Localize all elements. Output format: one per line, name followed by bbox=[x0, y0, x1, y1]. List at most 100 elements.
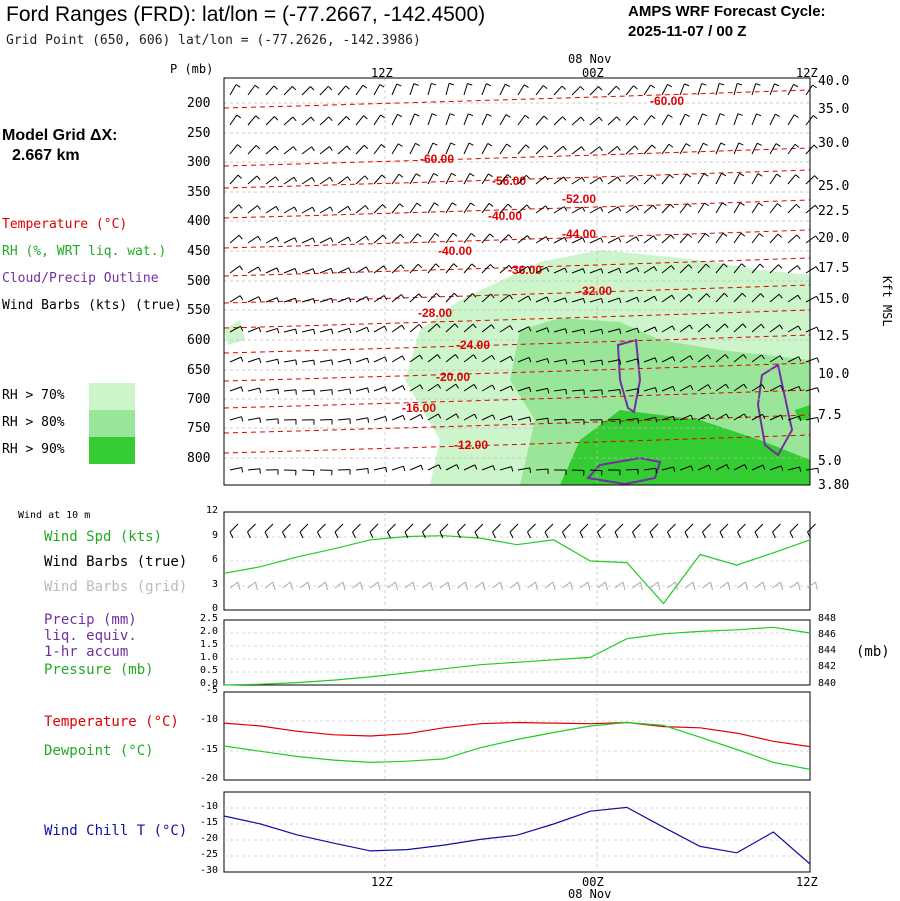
wind-barb bbox=[500, 144, 511, 154]
wind-barb-10m bbox=[510, 524, 518, 538]
wind-barb bbox=[410, 84, 419, 95]
wind-barb bbox=[284, 177, 297, 184]
wind-barb-10m bbox=[318, 524, 326, 538]
wind-barb bbox=[716, 114, 725, 125]
y-tick-label: 2.5 bbox=[200, 613, 218, 624]
y-tick-label: -30 bbox=[200, 865, 218, 876]
wind-barb bbox=[464, 203, 475, 213]
wind-barb bbox=[410, 114, 419, 125]
wind-barb-10m bbox=[545, 524, 553, 538]
wind-barb bbox=[626, 146, 638, 154]
pressure-tick-label: 750 bbox=[187, 421, 210, 436]
wind-barb bbox=[392, 265, 404, 273]
wind-barb bbox=[266, 237, 279, 243]
wind-barb bbox=[536, 116, 548, 125]
wind-barb bbox=[392, 415, 405, 420]
wind-barb bbox=[626, 176, 638, 184]
y-tick-label: 0.5 bbox=[200, 665, 218, 676]
wind-barb bbox=[284, 390, 296, 395]
height-tick-label: 3.80 bbox=[818, 478, 849, 493]
wind-barb bbox=[302, 147, 314, 154]
wind-barb bbox=[716, 143, 725, 154]
wind-barb bbox=[770, 204, 781, 213]
wind-barb-10m bbox=[300, 524, 308, 538]
wind-barb bbox=[590, 86, 602, 95]
wind-barb bbox=[716, 173, 726, 184]
y-tick-label: 6 bbox=[212, 554, 218, 565]
y-tick-label: -20 bbox=[200, 773, 218, 784]
wind-barb bbox=[410, 414, 423, 420]
wind-barb bbox=[698, 114, 707, 125]
wind-barb bbox=[374, 85, 384, 95]
wind-barb bbox=[752, 174, 762, 184]
wind-barb bbox=[266, 389, 279, 394]
wind-barb-10m bbox=[283, 524, 291, 538]
wind-barb bbox=[590, 117, 602, 125]
wind-barb bbox=[284, 329, 297, 334]
wind-barb bbox=[338, 86, 349, 95]
isotherm-label: -40.00 bbox=[488, 209, 522, 223]
wind-barb bbox=[464, 143, 474, 154]
panel-frame bbox=[224, 692, 810, 780]
wind-barb bbox=[410, 234, 421, 243]
wind-barb bbox=[608, 207, 621, 213]
y-tick-label: 1.5 bbox=[200, 639, 218, 650]
wind-barb bbox=[734, 173, 744, 184]
wind-barb bbox=[536, 206, 548, 213]
wind-barb bbox=[230, 468, 243, 473]
wind-barb bbox=[248, 116, 259, 125]
wind-barb bbox=[392, 204, 403, 213]
wind-barb bbox=[392, 386, 405, 391]
wind-barb bbox=[464, 233, 475, 243]
isotherm-label: -16.00 bbox=[402, 401, 436, 415]
wind-barb bbox=[392, 325, 405, 332]
wind-barb bbox=[464, 173, 474, 184]
wind-barb bbox=[392, 356, 405, 362]
wind-barb bbox=[464, 84, 472, 95]
wind-barb bbox=[788, 115, 798, 125]
wind-barb bbox=[284, 117, 296, 125]
wind-barb bbox=[500, 84, 510, 95]
wind-barb bbox=[248, 206, 260, 213]
y-tick-label: -15 bbox=[200, 744, 218, 755]
wind-barb bbox=[284, 207, 297, 213]
wind-barb bbox=[590, 147, 602, 154]
wind-barb-10m bbox=[458, 524, 466, 538]
wind-barb bbox=[302, 207, 315, 213]
wind-barb bbox=[230, 205, 242, 213]
wind-barb bbox=[590, 207, 603, 213]
wind-barb bbox=[392, 234, 404, 243]
wind-barb-10m bbox=[650, 524, 658, 538]
wind-barb-10m bbox=[370, 524, 378, 538]
wind-barb bbox=[320, 238, 333, 243]
wind-barb bbox=[554, 117, 566, 125]
wind-barb bbox=[788, 204, 800, 213]
wind-barb bbox=[248, 388, 261, 393]
wind-barb-10m bbox=[528, 524, 536, 538]
wind-barb bbox=[374, 144, 385, 154]
panel-frame bbox=[224, 792, 810, 872]
wind-barb bbox=[662, 235, 674, 243]
y-tick-label: -10 bbox=[200, 714, 218, 725]
wind-barb bbox=[788, 84, 798, 95]
wind-barb bbox=[806, 236, 819, 243]
wind-barb-10m bbox=[353, 524, 361, 538]
wind-barb bbox=[392, 114, 402, 125]
height-tick-label: 7.5 bbox=[818, 408, 841, 423]
wind-barb bbox=[374, 115, 385, 125]
wind-barb bbox=[356, 358, 369, 363]
wind-barb bbox=[518, 115, 529, 125]
wind-barb bbox=[230, 417, 243, 422]
wind-barb-10m bbox=[773, 524, 781, 538]
pressure-tick-label: 450 bbox=[187, 244, 210, 259]
wind-barb bbox=[608, 86, 620, 95]
wind-barb bbox=[770, 84, 779, 95]
y-tick-label: -15 bbox=[200, 817, 218, 828]
wind-barb bbox=[248, 297, 261, 302]
wind-barb bbox=[752, 114, 761, 125]
wind-barb bbox=[500, 115, 510, 125]
wind-barb bbox=[680, 174, 691, 184]
wind-barb bbox=[266, 146, 278, 154]
pressure-tick-label: 350 bbox=[187, 185, 210, 200]
